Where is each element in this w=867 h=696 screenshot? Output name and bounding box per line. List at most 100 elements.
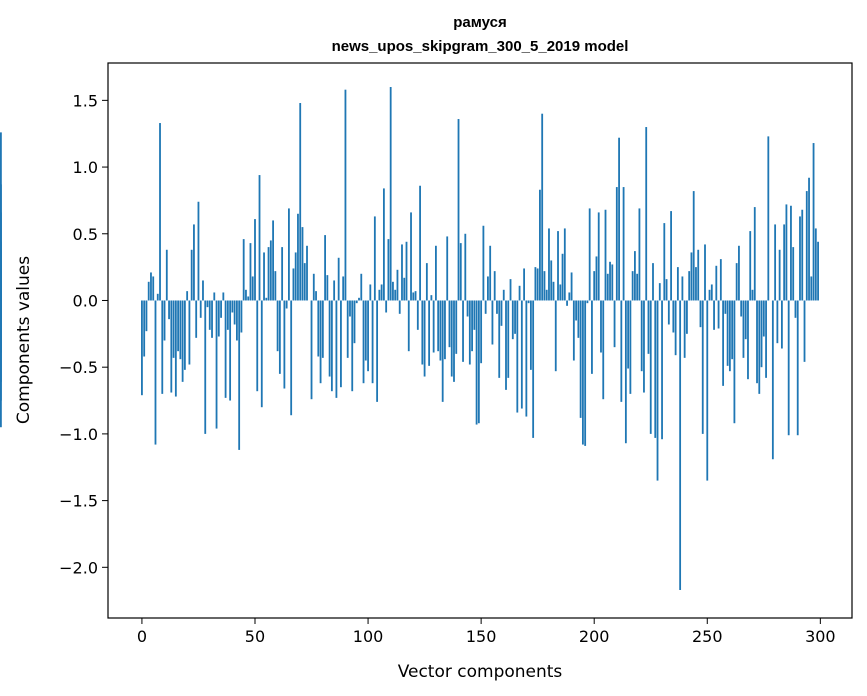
y-tick-label: −1.5	[59, 492, 98, 511]
bar	[597, 212, 600, 301]
bar	[629, 300, 632, 394]
bar	[245, 289, 247, 301]
bar	[733, 300, 736, 424]
bar	[240, 300, 243, 333]
bar	[541, 113, 544, 301]
bar	[247, 296, 250, 301]
bar	[208, 300, 211, 330]
bar	[471, 300, 473, 352]
bar	[701, 300, 704, 434]
bar	[692, 191, 695, 301]
bar	[303, 263, 306, 301]
bar	[143, 300, 146, 357]
bar	[649, 300, 652, 434]
bar	[364, 300, 367, 361]
bar	[141, 300, 143, 396]
bar	[276, 300, 279, 352]
bar	[195, 300, 198, 338]
bar	[563, 228, 566, 301]
bar	[780, 300, 783, 349]
bar	[242, 239, 245, 301]
bar	[324, 235, 326, 301]
bar	[369, 284, 372, 301]
x-tick-label: 0	[137, 627, 147, 646]
bar	[627, 300, 630, 369]
bar	[265, 297, 268, 301]
bar	[263, 252, 265, 301]
bar	[722, 300, 725, 386]
bar	[548, 228, 550, 301]
bar	[344, 89, 347, 301]
bar	[728, 300, 731, 372]
bar	[783, 224, 786, 301]
bar	[523, 268, 525, 301]
bar	[676, 267, 679, 301]
bar	[496, 300, 498, 314]
bar	[150, 272, 152, 301]
bar	[595, 256, 598, 301]
bar	[220, 300, 222, 318]
bar	[353, 300, 356, 344]
bar	[468, 300, 471, 365]
bar	[801, 209, 804, 301]
bar	[360, 273, 363, 301]
bar	[776, 300, 779, 344]
bar	[557, 231, 559, 301]
bar	[439, 300, 442, 361]
x-axis-label: Vector components	[398, 662, 563, 682]
bar	[407, 300, 410, 352]
bar	[525, 300, 528, 417]
bar	[570, 272, 573, 301]
bar	[498, 300, 501, 378]
bar	[681, 276, 684, 301]
bar	[579, 300, 582, 418]
bar	[536, 268, 539, 301]
bar	[183, 300, 186, 370]
bar	[222, 292, 225, 301]
bar	[188, 300, 191, 365]
bar	[159, 123, 161, 301]
bar	[814, 228, 817, 301]
bar	[466, 300, 469, 317]
bar	[568, 292, 571, 301]
bar	[762, 300, 765, 337]
bar	[233, 300, 236, 325]
bar	[710, 284, 713, 301]
bar	[376, 300, 379, 402]
bar	[645, 127, 648, 301]
bar	[199, 300, 202, 318]
y-axis-label: Components values	[14, 256, 34, 424]
bar	[385, 300, 388, 313]
bar	[480, 300, 483, 364]
bar	[435, 245, 437, 301]
bar	[505, 300, 507, 390]
bar	[315, 291, 317, 301]
bar	[654, 300, 657, 438]
bar	[609, 261, 611, 301]
bar	[147, 281, 150, 301]
bar	[333, 280, 336, 301]
bar	[805, 191, 808, 301]
bar	[785, 204, 788, 301]
bar	[554, 300, 557, 372]
bar	[559, 284, 562, 301]
bar	[674, 300, 677, 356]
bar	[591, 300, 593, 374]
bar	[190, 249, 193, 301]
bar	[330, 300, 333, 392]
bar	[464, 233, 467, 301]
bar	[756, 300, 758, 384]
bar	[509, 279, 512, 301]
bar	[281, 247, 284, 301]
bar	[256, 300, 259, 392]
bar	[410, 212, 412, 301]
bar-series	[0, 87, 819, 590]
bar	[593, 271, 596, 301]
bar	[665, 279, 668, 301]
bar	[430, 295, 433, 301]
bar	[441, 300, 444, 402]
bar	[817, 241, 819, 301]
bar	[622, 187, 625, 301]
bar	[489, 245, 492, 301]
bar	[373, 216, 376, 301]
